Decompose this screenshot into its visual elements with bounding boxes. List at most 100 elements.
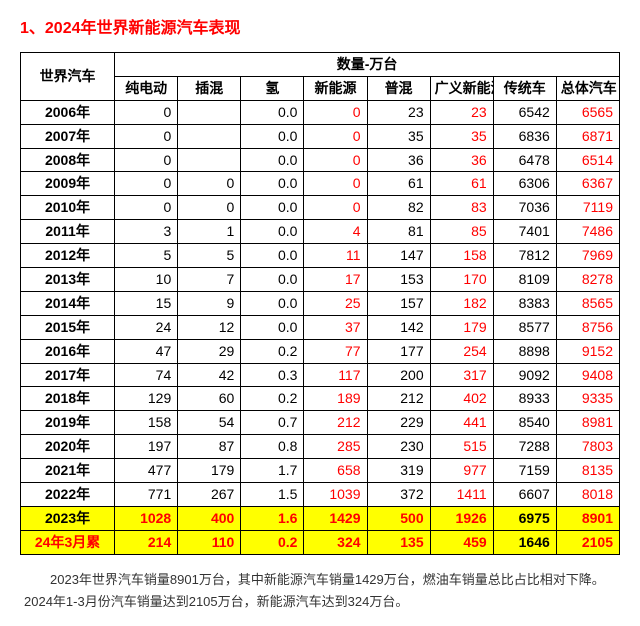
row-label: 2011年 [21,220,115,244]
cell: 179 [178,459,241,483]
cell: 29 [178,339,241,363]
table-row: 2012年550.01114715878127969 [21,244,620,268]
cell: 0.3 [241,363,304,387]
cell: 7119 [556,196,619,220]
cell: 36 [430,148,493,172]
cell: 7159 [493,459,556,483]
cell: 372 [367,483,430,507]
cell: 0.0 [241,172,304,196]
cell: 6478 [493,148,556,172]
cell: 7969 [556,244,619,268]
cell: 441 [430,411,493,435]
cell: 500 [367,506,430,530]
table-row: 24年3月累2141100.232413545916462105 [21,530,620,554]
cell: 7486 [556,220,619,244]
cell: 8135 [556,459,619,483]
cell: 285 [304,435,367,459]
cell: 0.0 [241,196,304,220]
cell: 17 [304,268,367,292]
column-header: 新能源 [304,76,367,100]
cell: 0.2 [241,387,304,411]
table-row: 2013年1070.01715317081098278 [21,268,620,292]
row-label: 2020年 [21,435,115,459]
cell: 0.0 [241,148,304,172]
cell: 5 [115,244,178,268]
cell: 0 [115,172,178,196]
cell: 6367 [556,172,619,196]
row-label: 2006年 [21,100,115,124]
cell: 0.0 [241,220,304,244]
cell: 35 [367,124,430,148]
cell: 10 [115,268,178,292]
cell: 0.2 [241,530,304,554]
cell: 61 [430,172,493,196]
cell: 61 [367,172,430,196]
cell: 117 [304,363,367,387]
table-row: 2018年129600.218921240289339335 [21,387,620,411]
cell: 8540 [493,411,556,435]
table-row: 2011年310.04818574017486 [21,220,620,244]
cell [178,100,241,124]
cell: 0.7 [241,411,304,435]
cell: 9152 [556,339,619,363]
cell: 179 [430,315,493,339]
cell: 1646 [493,530,556,554]
cell: 1028 [115,506,178,530]
row-header: 世界汽车 [21,53,115,101]
cell: 477 [115,459,178,483]
cell: 8565 [556,291,619,315]
cell: 182 [430,291,493,315]
table-row: 2021年4771791.765831997771598135 [21,459,620,483]
cell: 0 [115,100,178,124]
cell: 83 [430,196,493,220]
cell: 0.8 [241,435,304,459]
cell: 42 [178,363,241,387]
cell: 0.0 [241,315,304,339]
cell: 9 [178,291,241,315]
cell: 6607 [493,483,556,507]
cell: 0.0 [241,100,304,124]
cell [178,124,241,148]
cell: 8933 [493,387,556,411]
table-row: 2008年00.00363664786514 [21,148,620,172]
cell: 54 [178,411,241,435]
row-label: 2018年 [21,387,115,411]
cell: 158 [430,244,493,268]
cell: 0 [178,196,241,220]
row-label: 2015年 [21,315,115,339]
row-label: 2009年 [21,172,115,196]
cell: 212 [304,411,367,435]
cell: 15 [115,291,178,315]
cell: 0 [304,196,367,220]
row-label: 2016年 [21,339,115,363]
cell: 135 [367,530,430,554]
cell: 8278 [556,268,619,292]
cell: 77 [304,339,367,363]
cell: 1 [178,220,241,244]
cell: 147 [367,244,430,268]
nev-table: 世界汽车 数量-万台 纯电动插混氢新能源普混广义新能源传统车总体汽车 2006年… [20,52,620,555]
cell: 0 [304,148,367,172]
column-header: 传统车 [493,76,556,100]
cell: 129 [115,387,178,411]
row-label: 2007年 [21,124,115,148]
cell: 0 [115,124,178,148]
column-header: 总体汽车 [556,76,619,100]
row-label: 2022年 [21,483,115,507]
caption: 2023年世界汽车销量8901万台，其中新能源汽车销量1429万台，燃油车销量总… [24,569,616,615]
cell: 23 [367,100,430,124]
cell: 0.0 [241,291,304,315]
row-label: 2023年 [21,506,115,530]
cell: 1.6 [241,506,304,530]
cell: 515 [430,435,493,459]
cell: 1.7 [241,459,304,483]
cell: 7288 [493,435,556,459]
cell: 254 [430,339,493,363]
cell: 8756 [556,315,619,339]
cell: 319 [367,459,430,483]
cell: 324 [304,530,367,554]
cell: 157 [367,291,430,315]
row-label: 2012年 [21,244,115,268]
cell: 0.0 [241,124,304,148]
table-row: 2023年10284001.61429500192669758901 [21,506,620,530]
